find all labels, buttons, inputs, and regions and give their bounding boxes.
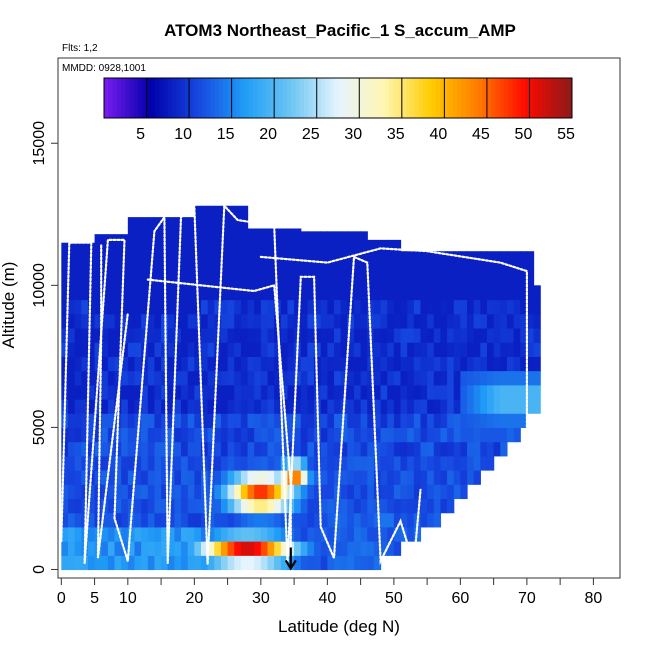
flight-track-3 bbox=[259, 247, 528, 497]
x-axis: 0 5 10 20 30 40 50 60 70 80 bbox=[57, 578, 602, 607]
flight-tracks bbox=[60, 203, 528, 566]
chart-title: ATOM3 Northeast_Pacific_1 S_accum_AMP bbox=[164, 21, 516, 40]
x-tick-label-2: 5 bbox=[90, 590, 99, 607]
colorbar-tick-label-5: 25 bbox=[302, 126, 320, 143]
y-tick-label-3: 10000 bbox=[31, 263, 48, 308]
x-tick-label-5: 30 bbox=[252, 590, 270, 607]
colorbar-tick-label-1: 5 bbox=[136, 126, 145, 143]
flight-track-2 bbox=[146, 278, 292, 554]
plot-frame bbox=[57, 57, 621, 579]
y-tick-label-1: 0 bbox=[31, 565, 48, 574]
colorbar-tick-label-6: 30 bbox=[344, 126, 362, 143]
latitude-marker bbox=[284, 547, 297, 571]
x-tick-label-6: 40 bbox=[318, 590, 336, 607]
y-tick-label-2: 5000 bbox=[31, 410, 48, 446]
marker-arrowhead bbox=[284, 559, 297, 571]
colorbar-tick-label-11: 55 bbox=[557, 126, 575, 143]
colorbar-tick-label-7: 35 bbox=[387, 126, 405, 143]
y-tick-label-4: 15000 bbox=[31, 121, 48, 166]
x-tick-label-3: 10 bbox=[119, 590, 137, 607]
x-tick-label-1: 0 bbox=[57, 590, 66, 607]
y-axis-label: Altitude (m) bbox=[0, 262, 18, 349]
colorbar-tick-label-9: 45 bbox=[472, 126, 490, 143]
colorbar-tick-label-10: 50 bbox=[515, 126, 533, 143]
colorbar-tick-label-2: 10 bbox=[174, 126, 192, 143]
y-axis: 0 5000 10000 15000 bbox=[31, 121, 58, 574]
colorbar: 5 10 15 20 25 30 35 40 45 50 55 bbox=[103, 77, 575, 143]
flights-note: Flts: 1,2 bbox=[62, 43, 98, 54]
flight-track-4 bbox=[96, 244, 129, 559]
x-tick-label-9: 70 bbox=[518, 590, 536, 607]
x-tick-label-7: 50 bbox=[385, 590, 403, 607]
x-axis-label: Latitude (deg N) bbox=[278, 617, 400, 636]
colorbar-tick-label-8: 40 bbox=[429, 126, 447, 143]
flight-track-1 bbox=[60, 203, 422, 566]
colorbar-tick-label-4: 20 bbox=[259, 126, 277, 143]
x-tick-label-4: 20 bbox=[185, 590, 203, 607]
x-tick-label-10: 80 bbox=[584, 590, 602, 607]
colorbar-tick-label-3: 15 bbox=[217, 126, 235, 143]
x-tick-label-8: 60 bbox=[451, 590, 469, 607]
date-note: MMDD: 0928,1001 bbox=[62, 63, 146, 74]
